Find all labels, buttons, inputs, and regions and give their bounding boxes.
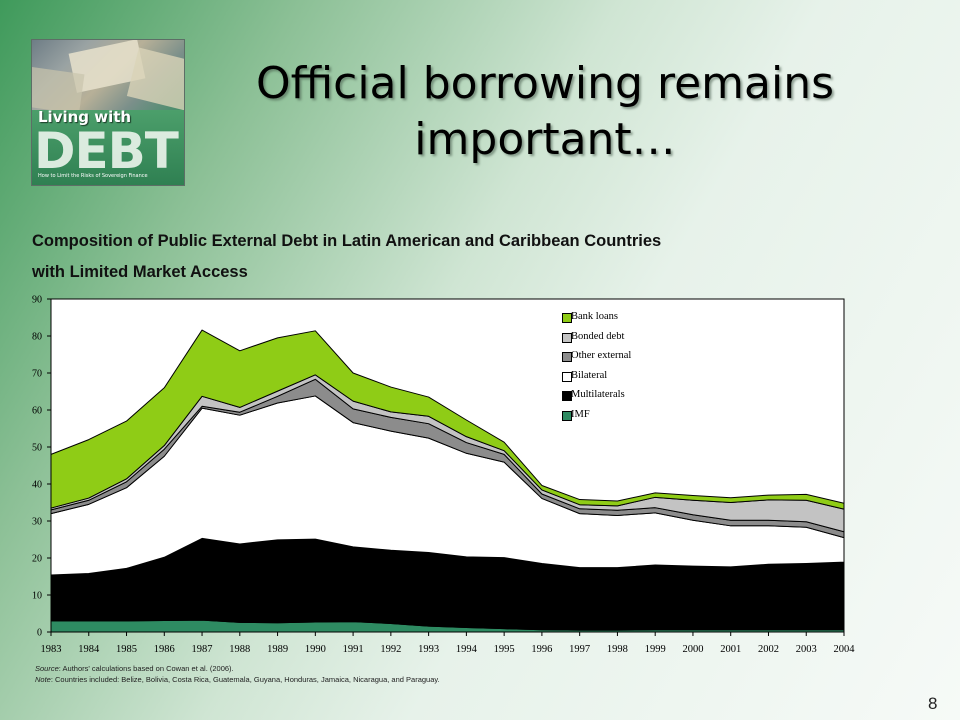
countries-note: Note: Countries included: Belize, Bolivi…	[35, 674, 440, 685]
legend-label: IMF	[571, 408, 590, 420]
legend-swatch	[562, 352, 572, 363]
legend-label: Bank loans	[571, 311, 618, 322]
x-tick-label: 1986	[154, 644, 175, 655]
legend-swatch	[562, 391, 572, 402]
x-tick-label: 1991	[343, 644, 364, 655]
x-tick-label: 1997	[569, 644, 590, 655]
legend-swatch	[562, 371, 572, 382]
chart-notes: Source: Authors' calculations based on C…	[35, 663, 440, 685]
page-number: 8	[928, 694, 938, 713]
x-tick-label: 1998	[607, 644, 628, 655]
x-tick-label: 2002	[758, 644, 779, 655]
y-tick-label: 50	[32, 443, 42, 454]
legend-label: Bonded debt	[571, 330, 625, 342]
x-tick-label: 2001	[720, 644, 741, 655]
y-tick-label: 60	[32, 406, 42, 417]
y-tick-label: 70	[32, 369, 42, 380]
legend-swatch	[562, 410, 572, 421]
x-tick-label: 1990	[305, 644, 326, 655]
x-tick-label: 1995	[494, 644, 515, 655]
x-tick-label: 1984	[78, 644, 100, 655]
slide-title: Official borrowing remains important…	[200, 56, 890, 168]
y-tick-label: 10	[32, 591, 42, 602]
note-text: : Countries included: Belize, Bolivia, C…	[50, 675, 440, 684]
note-label: Note	[35, 675, 51, 684]
logo-sub-text: How to Limit the Risks of Sovereign Fina…	[38, 173, 148, 179]
x-tick-label: 1985	[116, 644, 137, 655]
chart-title-line2: with Limited Market Access	[32, 263, 248, 281]
x-tick-label: 1989	[267, 644, 288, 655]
source-text: : Authors' calculations based on Cowan e…	[58, 664, 234, 673]
x-tick-label: 1988	[229, 644, 250, 655]
x-tick-label: 1987	[192, 644, 213, 655]
x-tick-label: 1992	[380, 644, 401, 655]
source-note: Source: Authors' calculations based on C…	[35, 663, 440, 674]
x-tick-label: 1999	[645, 644, 666, 655]
x-tick-label: 2000	[682, 644, 703, 655]
y-tick-label: 40	[32, 480, 42, 491]
living-with-debt-logo: Living with DEBT How to Limit the Risks …	[32, 40, 184, 185]
x-tick-label: 1983	[41, 644, 62, 655]
logo-top-text: Living with	[38, 108, 132, 126]
slide-title-line2: important…	[414, 114, 676, 165]
y-tick-label: 20	[32, 554, 42, 565]
legend-swatch	[562, 313, 572, 323]
logo-big-text: DEBT	[34, 122, 179, 180]
y-tick-label: 80	[32, 332, 42, 343]
chart-title: Composition of Public External Debt in L…	[32, 226, 892, 288]
source-label: Source	[35, 664, 59, 673]
slide-title-line1: Official borrowing remains	[255, 58, 835, 109]
plot-frame	[50, 298, 845, 633]
y-tick-label: 0	[37, 628, 42, 639]
logo-green-band	[32, 110, 184, 185]
chart-title-line1: Composition of Public External Debt in L…	[32, 232, 662, 250]
legend-swatch	[562, 332, 572, 343]
legend-label: Multilaterals	[571, 389, 625, 401]
x-tick-label: 1993	[418, 644, 439, 655]
legend-label: Bilateral	[571, 369, 608, 381]
legend-label: Other external	[571, 350, 632, 362]
y-tick-label: 90	[32, 295, 42, 306]
x-tick-label: 1996	[531, 644, 552, 655]
x-tick-label: 1994	[456, 644, 478, 655]
x-tick-label: 2003	[796, 644, 817, 655]
y-tick-label: 30	[32, 517, 42, 528]
x-tick-label: 2004	[834, 644, 856, 655]
